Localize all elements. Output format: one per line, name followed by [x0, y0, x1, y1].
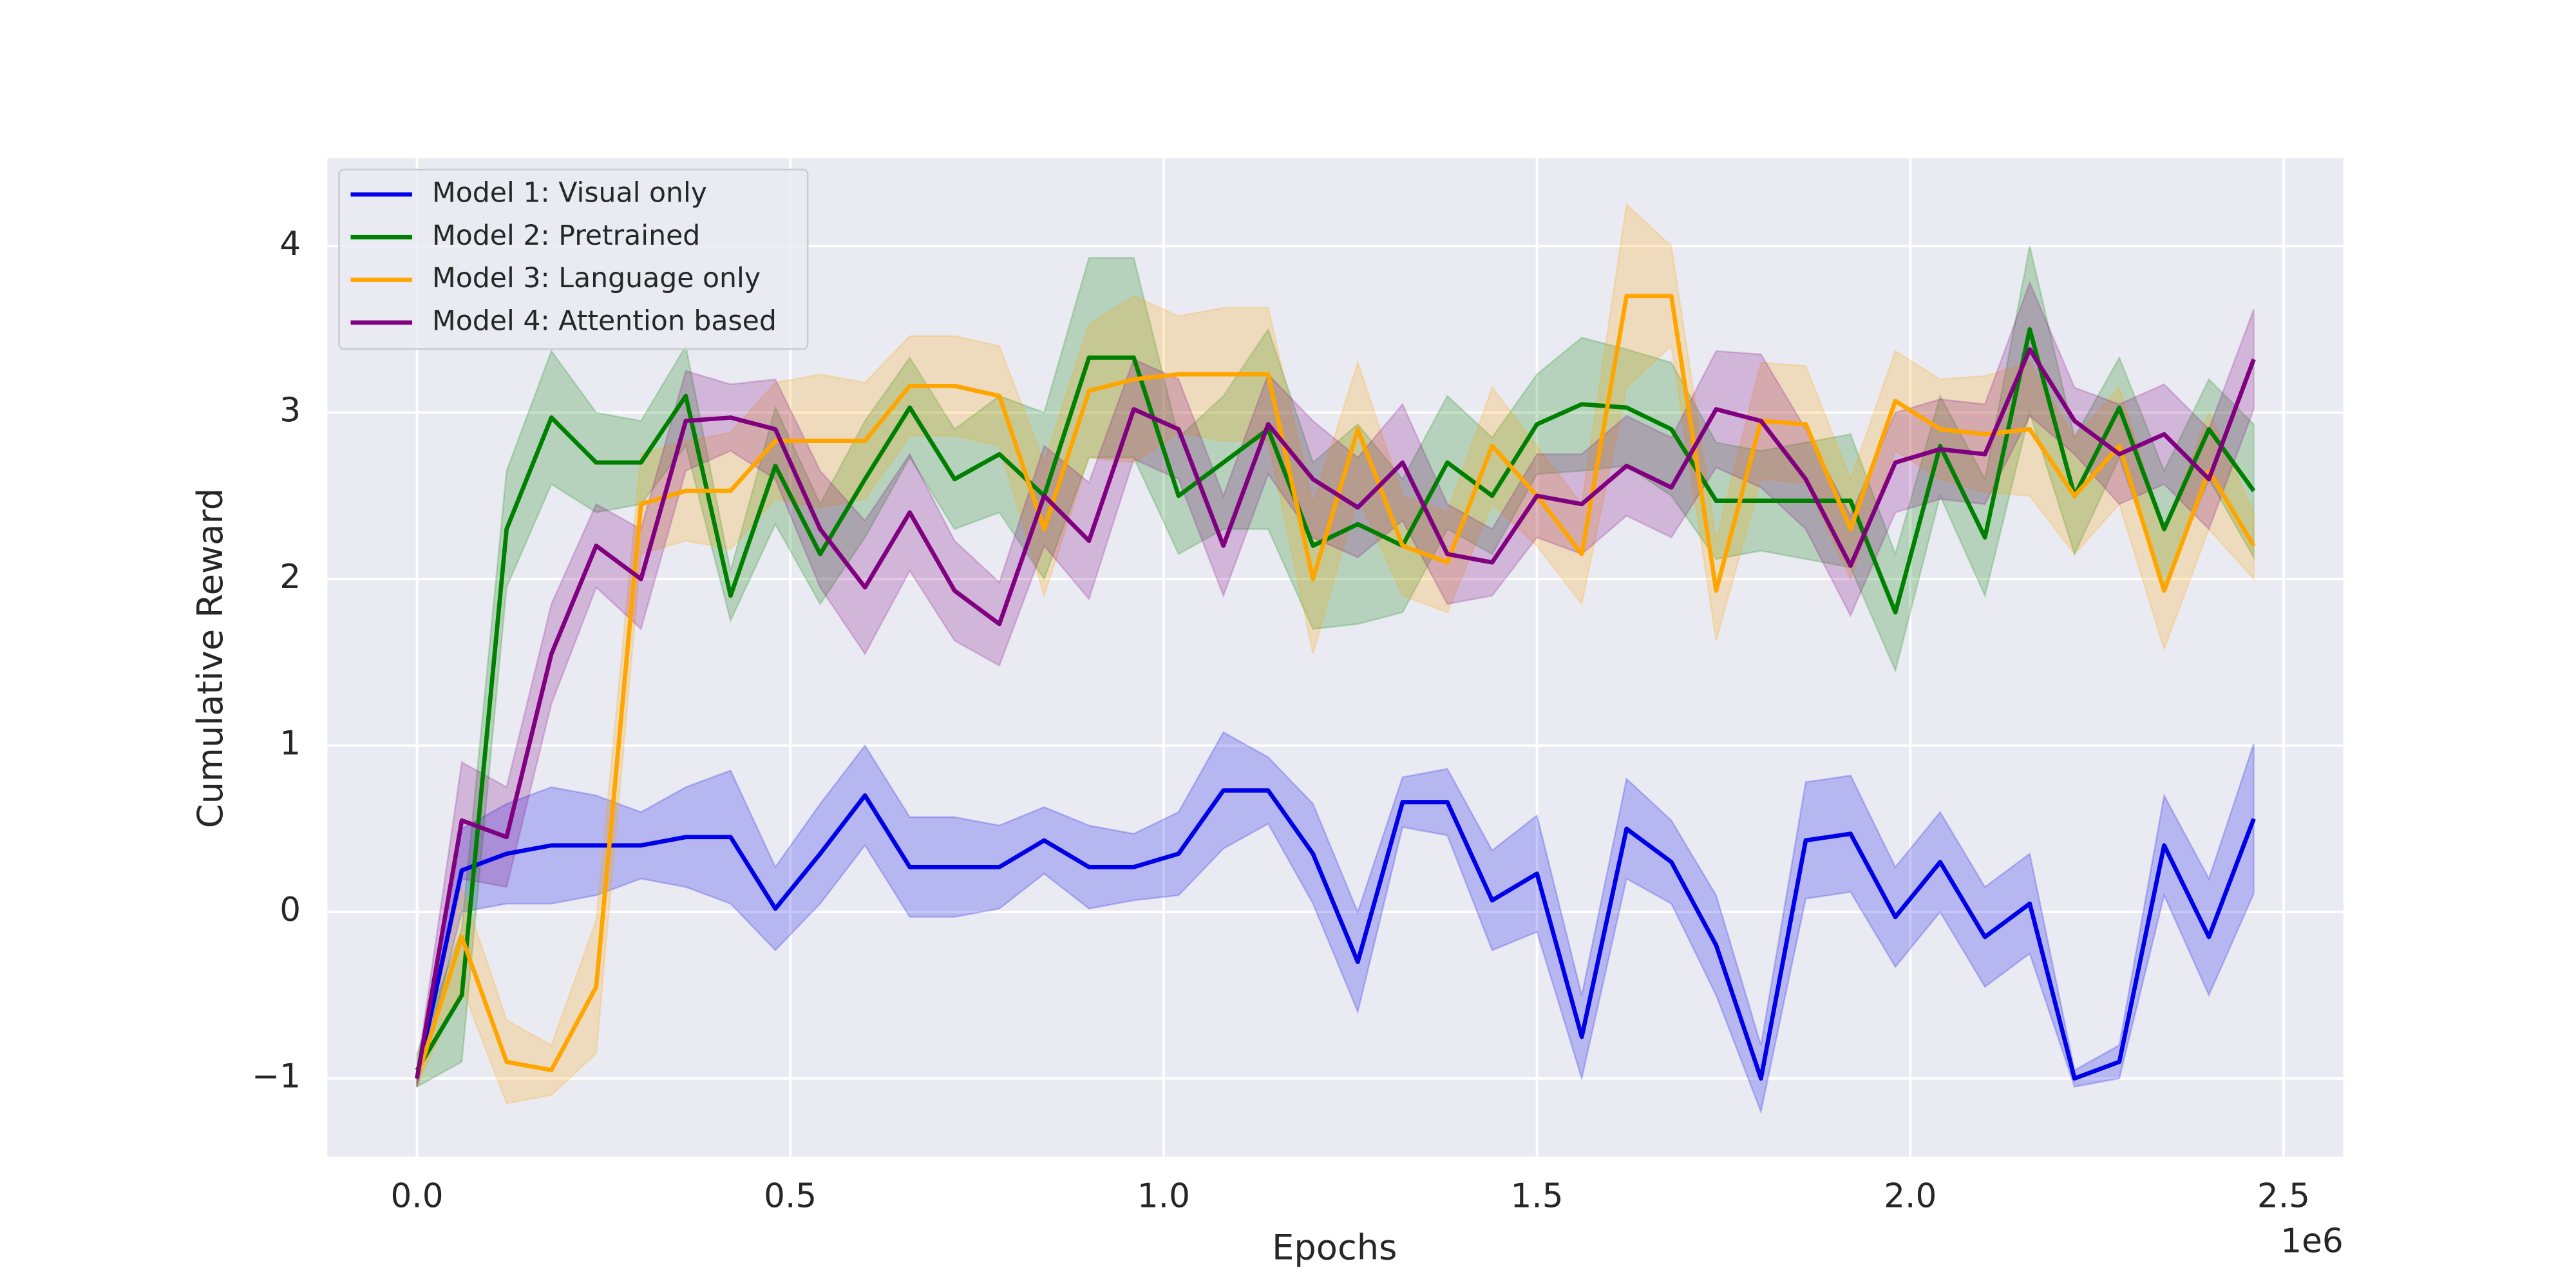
series-line [415, 327, 2256, 1072]
x-tick-label: 1.0 [1137, 1177, 1190, 1216]
legend-label: Model 2: Pretrained [432, 220, 700, 252]
y-tick-label: 3 [279, 392, 301, 430]
series-line [415, 294, 2256, 1079]
error-band [416, 280, 2255, 1087]
legend-label: Model 3: Language only [432, 262, 761, 294]
x-tick-label: 0.5 [764, 1177, 817, 1216]
series-line [415, 788, 2256, 1081]
legend-label: Model 4: Attention based [432, 305, 777, 337]
y-tick-label: −1 [252, 1057, 301, 1096]
y-tick-label: 4 [279, 225, 301, 263]
x-tick-label: 1.5 [1511, 1177, 1564, 1216]
series-line [415, 347, 2256, 1079]
legend-box [338, 168, 809, 350]
y-tick-label: 1 [279, 724, 301, 763]
x-offset-label: 1e6 [2280, 1222, 2343, 1260]
x-axis-label: Epochs [1272, 1227, 1397, 1267]
x-tick-label: 2.5 [2257, 1177, 2310, 1216]
error-band [416, 731, 2255, 1115]
y-axis-label: Cumulative Reward [190, 488, 231, 828]
error-band [416, 245, 2255, 1088]
legend-label: Model 1: Visual only [432, 176, 707, 209]
y-tick-label: 0 [279, 891, 301, 929]
x-tick-label: 2.0 [1884, 1177, 1937, 1216]
x-tick-label: 0.0 [390, 1177, 443, 1216]
y-tick-label: 2 [279, 558, 301, 596]
